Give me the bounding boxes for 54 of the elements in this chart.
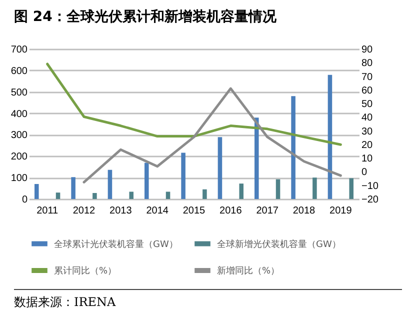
bar bbox=[56, 192, 60, 199]
y2-tick-label: 70 bbox=[362, 72, 374, 83]
x-tick-label: 2011 bbox=[36, 206, 59, 216]
line-series bbox=[82, 87, 342, 184]
y2-tick-label: 20 bbox=[362, 140, 374, 151]
bar bbox=[108, 170, 112, 199]
bar bbox=[276, 179, 280, 199]
y-tick-label: 600 bbox=[10, 66, 28, 77]
y-tick-label: 100 bbox=[10, 173, 28, 184]
y2-tick-label: 10 bbox=[362, 154, 374, 165]
line-series bbox=[46, 62, 342, 146]
bar bbox=[349, 178, 354, 199]
y-tick-label: 500 bbox=[10, 87, 28, 98]
x-tick-label: 2019 bbox=[330, 206, 352, 216]
y2-tick-label: 50 bbox=[362, 99, 374, 110]
legend-label: 全球新增光伏装机容量（GW） bbox=[217, 238, 341, 250]
y2-tick-label: −20 bbox=[362, 194, 379, 206]
bar bbox=[181, 152, 186, 199]
source-note: 数据来源：IRENA bbox=[14, 289, 402, 311]
legend-label: 累计同比（%） bbox=[54, 266, 117, 276]
y2-tick-label: 30 bbox=[362, 126, 374, 138]
x-tick-label: 2013 bbox=[110, 206, 132, 216]
x-tick-label: 2015 bbox=[182, 206, 206, 216]
bar bbox=[202, 189, 207, 199]
y2-tick-label: 0 bbox=[362, 167, 368, 178]
y-tick-label: 200 bbox=[10, 152, 28, 163]
y-tick-label: 300 bbox=[10, 130, 28, 142]
x-tick-label: 2018 bbox=[292, 206, 316, 216]
x-tick-label: 2017 bbox=[256, 206, 279, 216]
y2-tick-label: 40 bbox=[362, 112, 374, 124]
y2-tick-label: −10 bbox=[362, 180, 379, 192]
chart-title: 图 24：全球光伏累计和新增装机容量情况 bbox=[13, 8, 278, 27]
legend-label: 全球累计光伏装机容量（GW） bbox=[54, 238, 178, 250]
bar bbox=[92, 193, 97, 199]
bar bbox=[144, 162, 149, 199]
y-tick-label: 400 bbox=[10, 108, 28, 120]
y-tick-label: 0 bbox=[22, 194, 28, 206]
bar bbox=[166, 192, 170, 199]
y2-tick-label: 80 bbox=[362, 58, 374, 70]
bar bbox=[291, 96, 296, 199]
bar bbox=[71, 177, 76, 199]
y2-tick-label: 60 bbox=[362, 85, 374, 96]
x-tick-label: 2012 bbox=[72, 206, 96, 216]
y2-tick-label: 90 bbox=[362, 44, 374, 56]
y-tick-label: 700 bbox=[10, 44, 28, 56]
x-tick-label: 2014 bbox=[146, 206, 169, 216]
bar bbox=[218, 137, 222, 199]
bar bbox=[239, 184, 244, 199]
legend-label: 新增同比（%） bbox=[217, 266, 280, 276]
bar bbox=[312, 178, 317, 199]
bar bbox=[254, 118, 259, 199]
x-tick-label: 2016 bbox=[220, 206, 242, 216]
bar bbox=[129, 192, 134, 199]
bar bbox=[34, 184, 39, 199]
